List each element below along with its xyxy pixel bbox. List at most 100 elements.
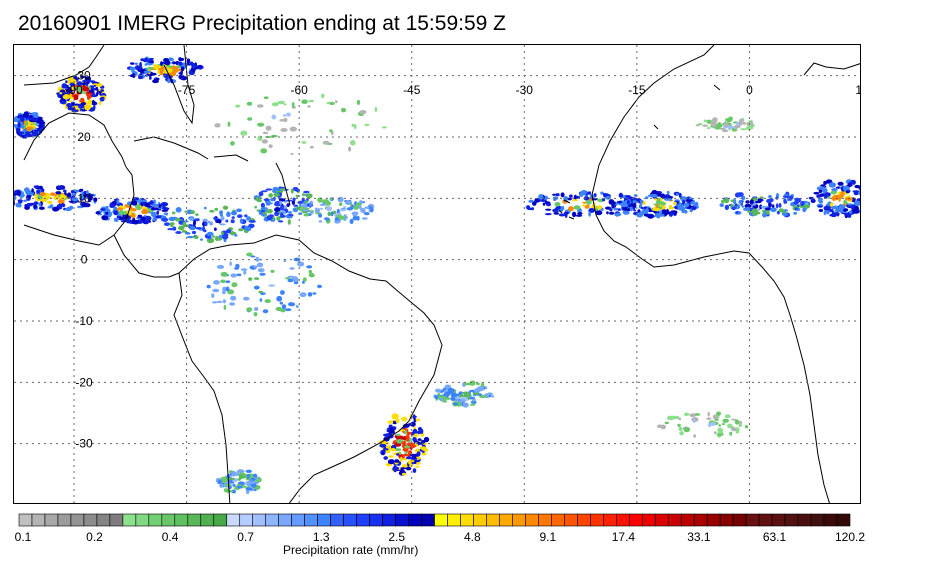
precip-cell [402,435,407,441]
precip-cell [92,83,100,86]
precip-cell [528,199,535,203]
colorbar-swatch [538,513,552,527]
colorbar-tick-label: 4.8 [464,530,481,544]
precip-cell [844,208,849,211]
precip-cell [236,208,242,213]
precip-cell [32,118,38,121]
precip-cell [609,211,615,215]
precip-cell [60,203,66,208]
precip-cell [722,418,729,423]
precip-cell [194,218,200,221]
precip-cell [823,205,831,211]
precip-cell [243,270,247,275]
colorbar-tick-label: 33.1 [687,530,711,544]
precip-cell [756,211,761,215]
coastline-south-america-west [173,272,231,503]
precip-cell [226,211,231,218]
precip-cell [442,395,447,401]
precip-cell [407,423,412,426]
precip-cell [231,471,237,476]
precip-cell [149,60,154,64]
precip-cell [289,126,297,132]
precip-cell [254,258,262,261]
colorbar-swatch [810,513,825,527]
precip-cell [304,207,310,210]
precip-cell [263,96,269,99]
precip-cell [552,208,558,213]
precip-cell [726,125,735,130]
precip-cell [302,277,307,282]
precip-cell [395,418,400,424]
precip-cell [114,217,120,220]
precip-cell [567,197,572,201]
precip-cell [852,190,860,193]
precip-cluster-southeast-brazil [378,413,430,476]
precip-cell [379,443,387,448]
precip-cell [390,447,396,452]
precip-cell [334,217,339,221]
precip-cell [47,206,54,209]
colorbar-swatch [408,513,422,527]
precip-cell [292,197,296,202]
precip-cell [275,306,283,312]
colorbar-swatch [356,513,370,527]
precip-cell [383,456,389,460]
precip-cell [215,235,219,242]
precip-cell [256,104,264,108]
precip-cell [775,203,779,209]
precip-cell [219,210,224,215]
precip-cell [318,220,323,223]
precip-cell [82,80,89,82]
precip-cell [161,217,169,222]
precip-cell [488,395,492,398]
colorbar-swatch [667,513,682,527]
precip-cell [18,115,24,119]
precip-cell [319,203,327,206]
colorbar-swatch [31,513,46,527]
precip-cell [291,200,296,205]
precip-cell [20,121,24,127]
precip-cell [116,207,124,211]
precip-cell [747,210,752,213]
precip-cell [138,77,142,80]
precip-cell [605,196,611,200]
longitude-label: -75 [178,83,196,97]
precip-cell [85,190,89,196]
precip-cell [303,190,310,194]
precip-cell [443,389,447,393]
precip-cell [434,395,438,400]
precip-cell [415,418,421,422]
colorbar-swatch [83,513,98,527]
precip-cell [268,214,274,218]
precip-cell [564,212,568,219]
precip-cell [807,201,811,206]
precip-cell [287,278,294,283]
precip-cell [230,219,235,224]
precip-cell [472,401,477,404]
precip-cell [165,213,168,216]
precip-cell [466,382,472,386]
precip-cell [324,217,329,221]
precip-cell [782,195,789,198]
precip-cell [387,420,394,424]
precip-cell [609,208,613,212]
precip-cell [225,219,229,223]
colorbar-swatch [44,513,59,527]
page-title: 20160901 IMERG Precipitation ending at 1… [18,12,506,35]
precip-cell [137,198,142,204]
precip-cell [757,208,761,211]
precip-cell [335,100,338,104]
precip-cell [469,403,476,406]
precip-cell [783,209,788,212]
colorbar-swatch [213,513,228,527]
precip-cell [261,190,268,193]
precip-cell [266,209,273,214]
precip-cell [308,99,314,103]
precip-cell [283,114,287,117]
precip-cell [706,127,711,129]
precip-cell [70,190,75,194]
precip-cell [220,279,226,284]
precip-cell [702,124,708,127]
precip-cell [206,284,211,289]
precip-cell [664,421,669,425]
